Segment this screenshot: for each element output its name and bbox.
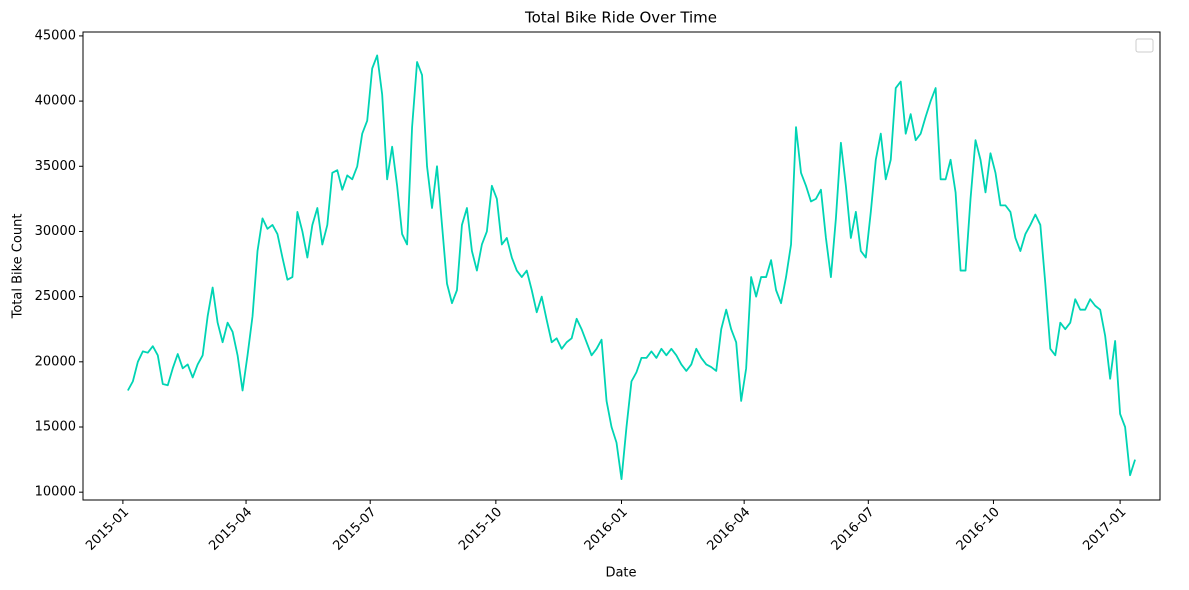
y-tick-label: 45000 [35, 28, 76, 43]
x-axis-label: Date [605, 566, 636, 581]
chart-title: Total Bike Ride Over Time [524, 9, 717, 27]
y-axis-label: Total Bike Count [11, 214, 26, 320]
x-tick-label: 2016-01 [582, 505, 631, 554]
y-tick-label: 25000 [35, 289, 76, 304]
x-tick-label: 2015-07 [330, 505, 379, 554]
y-tick-label: 35000 [35, 159, 76, 174]
y-tick-label: 40000 [35, 94, 76, 109]
x-tick-label: 2016-10 [954, 505, 1003, 554]
x-tick-label: 2016-04 [704, 505, 753, 554]
x-tick-label: 2016-07 [829, 505, 878, 554]
x-tick-label: 2015-01 [83, 505, 132, 554]
plot-frame [82, 31, 1161, 501]
y-tick-label: 20000 [35, 354, 76, 369]
y-tick-label: 15000 [35, 419, 76, 434]
x-tick-label: 2015-04 [206, 505, 255, 554]
y-tick-label: 30000 [35, 224, 76, 239]
legend-box [1135, 38, 1154, 53]
x-tick-label: 2015-10 [456, 505, 505, 554]
series-line [127, 54, 1136, 481]
x-tick-label: 2017-01 [1080, 505, 1129, 554]
y-tick-label: 10000 [35, 485, 76, 500]
